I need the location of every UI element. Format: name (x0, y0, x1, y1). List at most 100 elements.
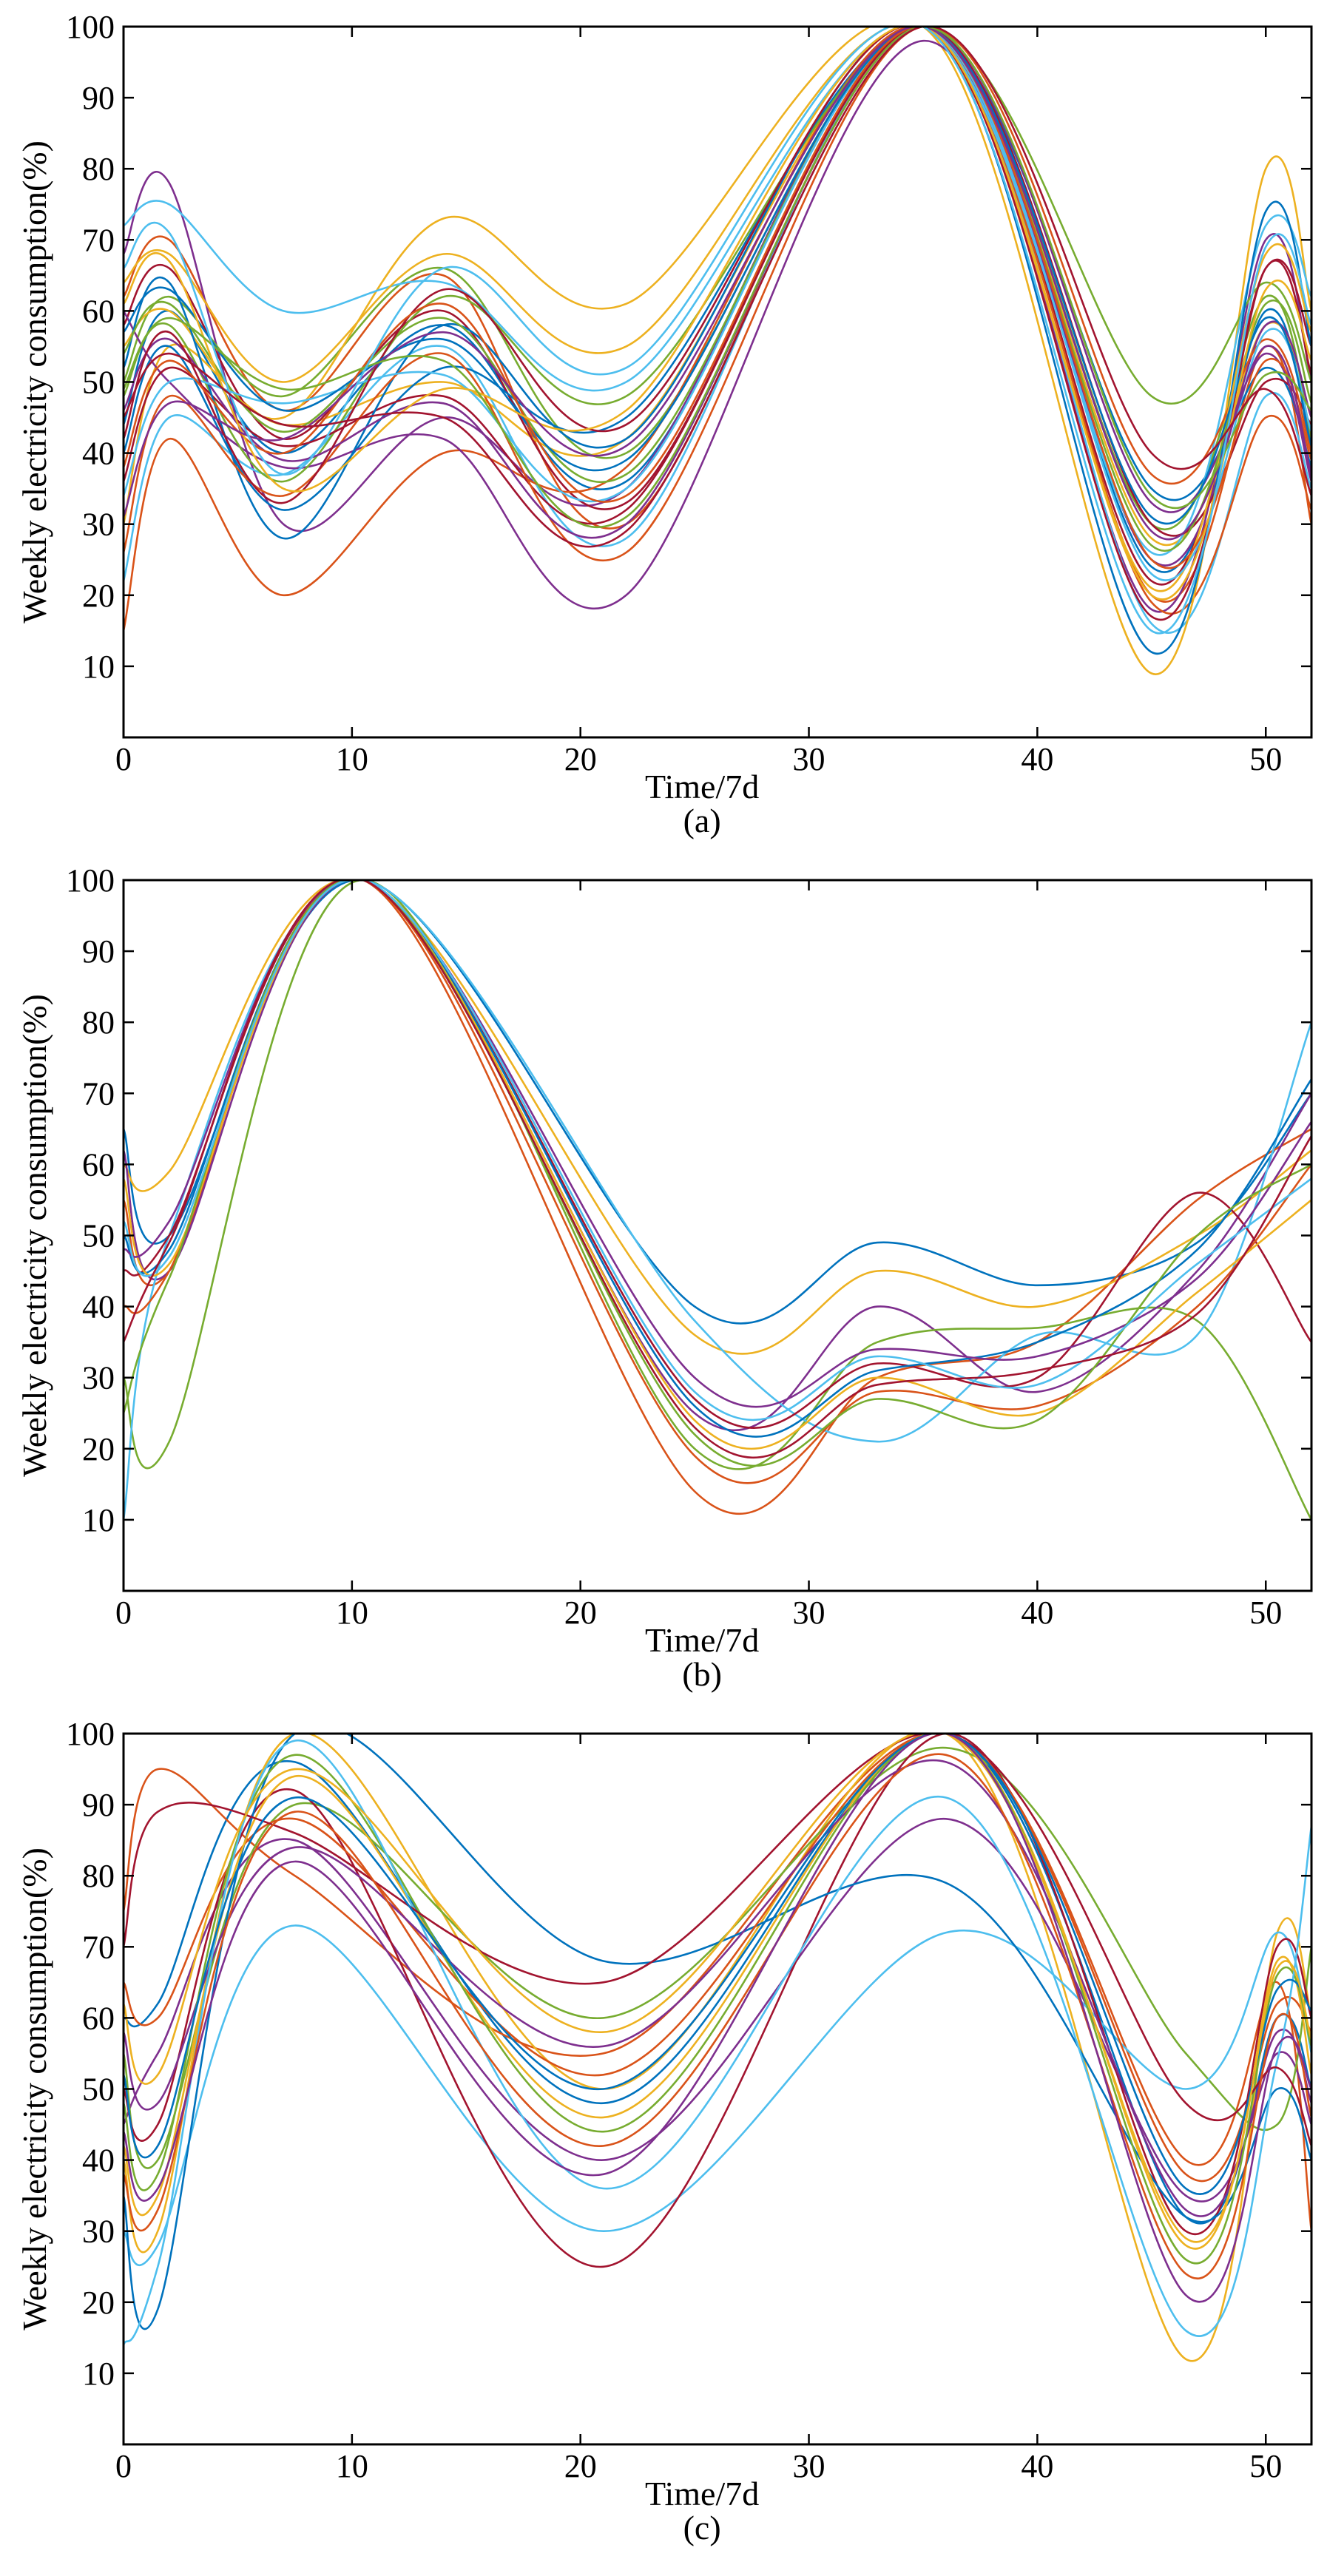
x-tick-label: 30 (793, 741, 825, 777)
y-tick-label: 50 (82, 365, 115, 401)
y-tick-label: 70 (82, 1075, 115, 1112)
y-tick-label: 80 (82, 1004, 115, 1041)
series-line (124, 27, 1311, 561)
y-tick-label: 70 (82, 1929, 115, 1965)
series-line (124, 880, 1311, 1325)
panel-caption: (c) (683, 2509, 721, 2546)
x-tick-label: 50 (1249, 2448, 1282, 2484)
series-line (124, 27, 1311, 635)
series-line (124, 880, 1311, 1431)
y-tick-label: 70 (82, 222, 115, 258)
y-tick-label: 80 (82, 1858, 115, 1894)
series-line (124, 27, 1311, 552)
series-line (124, 1734, 1311, 2231)
series-line (124, 27, 1311, 483)
series-line (124, 880, 1311, 1355)
x-tick-label: 30 (793, 2448, 825, 2484)
series-line (124, 1734, 1311, 2195)
x-tick-label: 10 (336, 1595, 368, 1631)
y-tick-label: 20 (82, 2285, 115, 2321)
series-line (124, 27, 1311, 675)
chart-panel-c: 0 10 20 30 40 50 10 20 30 40 50 60 70 80 90 100 Time/7d W… (16, 1716, 1313, 2546)
x-tick-label: 30 (793, 1595, 825, 1631)
series-line (124, 880, 1311, 1450)
y-tick-label: 90 (82, 1787, 115, 1823)
series-line (124, 27, 1311, 632)
series-line (124, 27, 1311, 529)
y-axis-label: Weekly electricity consumption(%) (16, 141, 53, 623)
y-tick-label: 40 (82, 436, 115, 472)
series-line (124, 27, 1311, 548)
y-tick-label: 20 (82, 578, 115, 614)
x-tick-label: 40 (1021, 2448, 1053, 2484)
y-tick-label: 40 (82, 1289, 115, 1325)
x-tick-label: 50 (1249, 1595, 1282, 1631)
series-line (124, 27, 1311, 556)
series-line (124, 1817, 1311, 2203)
y-tick-label: 100 (66, 862, 115, 899)
series-line (124, 1924, 1311, 2267)
series-line (124, 1734, 1311, 2146)
series-line (124, 1734, 1311, 2362)
series-line (124, 27, 1311, 525)
series-line (124, 880, 1311, 1467)
y-tick-label: 10 (82, 649, 115, 685)
series-line (124, 27, 1311, 581)
x-axis-label: Time/7d (645, 1621, 759, 1659)
y-tick-label: 90 (82, 933, 115, 970)
series-line (124, 1753, 1311, 2279)
series-group (124, 1734, 1311, 2362)
panel-caption: (a) (683, 802, 721, 839)
x-axis-label: Time/7d (645, 2475, 759, 2512)
series-group (124, 880, 1311, 1521)
panel-caption: (b) (682, 1655, 722, 1693)
x-tick-label: 10 (336, 741, 368, 777)
series-line (124, 27, 1311, 634)
series-line (124, 1734, 1311, 2303)
y-tick-label: 10 (82, 2356, 115, 2392)
x-axis-label: Time/7d (645, 768, 759, 805)
series-line (124, 27, 1311, 531)
y-tick-label: 90 (82, 80, 115, 116)
series-line (124, 880, 1311, 1421)
series-line (124, 1734, 1311, 2265)
series-line (124, 1740, 1311, 2346)
series-line (124, 880, 1311, 1458)
y-tick-label: 30 (82, 1360, 115, 1396)
x-tick-label: 40 (1021, 1595, 1053, 1631)
y-tick-label: 100 (66, 9, 115, 45)
y-tick-label: 10 (82, 1502, 115, 1538)
y-axis-label: Weekly electricity consumption(%) (16, 994, 53, 1477)
x-tick-label: 20 (564, 1595, 597, 1631)
x-tick-label: 40 (1021, 741, 1053, 777)
series-line (124, 880, 1311, 1438)
chart-panel-a: 0 10 20 30 40 50 10 20 30 40 50 60 70 80 90 100 Time/7d W… (16, 9, 1313, 839)
x-tick-label: 0 (115, 1595, 132, 1631)
y-tick-label: 30 (82, 2214, 115, 2250)
series-line (124, 880, 1311, 1408)
series-line (124, 880, 1311, 1484)
series-line (124, 1734, 1311, 2243)
y-tick-label: 30 (82, 507, 115, 543)
y-tick-label: 80 (82, 151, 115, 187)
y-axis-label: Weekly electricity consumption(%) (16, 1848, 53, 2330)
y-tick-label: 40 (82, 2143, 115, 2179)
series-line (124, 880, 1311, 1515)
x-tick-label: 20 (564, 741, 597, 777)
y-tick-label: 50 (82, 1218, 115, 1254)
series-line (124, 880, 1311, 1521)
x-tick-label: 20 (564, 2448, 597, 2484)
series-line (124, 1734, 1311, 2268)
y-tick-label: 20 (82, 1431, 115, 1467)
x-tick-label: 0 (115, 2448, 132, 2484)
y-tick-label: 60 (82, 1146, 115, 1183)
x-tick-label: 0 (115, 741, 132, 777)
series-line (124, 27, 1311, 537)
series-group (124, 27, 1311, 675)
y-tick-label: 60 (82, 2000, 115, 2036)
x-tick-label: 10 (336, 2448, 368, 2484)
y-tick-label: 100 (66, 1716, 115, 1752)
x-tick-label: 50 (1249, 741, 1282, 777)
y-tick-label: 60 (82, 293, 115, 329)
